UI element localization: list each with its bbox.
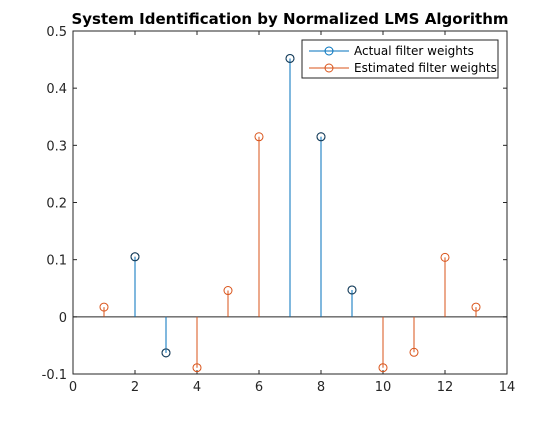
y-tick-label: 0.4 — [46, 82, 67, 97]
stem-marker-estimated — [378, 363, 388, 373]
stem-marker-overlap — [316, 132, 326, 142]
stem-marker-estimated — [409, 347, 419, 357]
chart-title: System Identification by Normalized LMS … — [71, 10, 508, 28]
stems — [99, 53, 481, 373]
stem-marker-estimated — [223, 286, 233, 296]
y-tick-label: 0.5 — [46, 25, 67, 40]
stem-marker-overlap — [285, 53, 295, 63]
x-tick-label: 6 — [255, 380, 263, 395]
stem-marker-estimated — [440, 252, 450, 262]
x-tick-label: 8 — [317, 380, 325, 395]
y-tick-label: 0.2 — [46, 197, 67, 212]
legend-marker-actual — [324, 46, 334, 56]
y-tick-label: 0.3 — [46, 139, 67, 154]
y-tick-label: 0.1 — [46, 254, 67, 269]
x-tick-label: 0 — [69, 380, 77, 395]
axes: 0 2 4 6 8 10 12 14-0.100.10.20.30.40.5 — [42, 25, 516, 395]
x-tick-label: 14 — [499, 380, 516, 395]
x-tick-label: 12 — [437, 380, 454, 395]
stem-marker-estimated — [254, 132, 264, 142]
stem-marker-overlap — [130, 252, 140, 262]
y-tick-label: 0 — [59, 311, 67, 326]
x-tick-label: 2 — [131, 380, 139, 395]
stem-marker-estimated — [99, 302, 109, 312]
legend-label-actual: Actual filter weights — [354, 44, 474, 58]
legend-box — [301, 39, 499, 79]
y-tick-label: -0.1 — [42, 368, 67, 383]
x-tick-label: 10 — [375, 380, 392, 395]
stem-marker-estimated — [471, 302, 481, 312]
stem-marker-overlap — [161, 348, 171, 358]
legend: Actual filter weights Estimated filter w… — [301, 39, 499, 79]
stem-marker-estimated — [192, 363, 202, 373]
legend-label-estimated: Estimated filter weights — [354, 61, 497, 75]
x-tick-label: 4 — [193, 380, 201, 395]
legend-marker-estimated — [324, 63, 334, 73]
stem-marker-overlap — [347, 285, 357, 295]
